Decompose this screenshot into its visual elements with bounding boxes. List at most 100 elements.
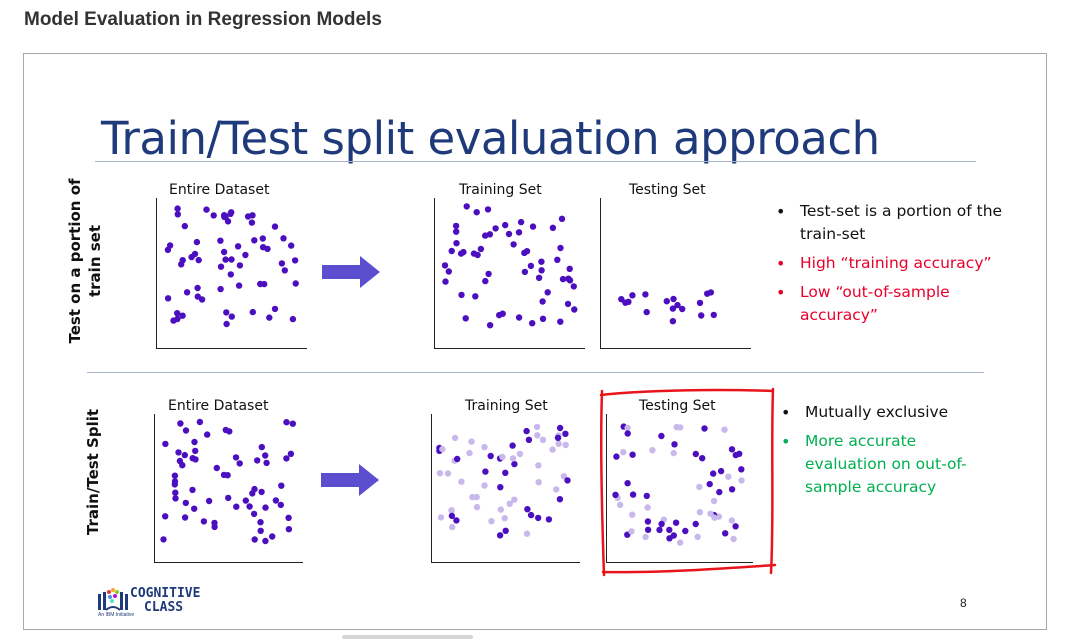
scatter-dot	[571, 306, 578, 313]
scatter-dot	[236, 262, 244, 269]
scatter-dot	[629, 491, 637, 498]
scatter-dot	[497, 484, 504, 491]
scatter-dot	[679, 305, 686, 313]
scatter-dot	[559, 275, 567, 283]
scatter-dot	[291, 257, 299, 264]
scatter-dot	[738, 466, 745, 473]
scatter-dot	[195, 256, 202, 264]
scatter-dot	[222, 426, 229, 434]
scatter-dot	[515, 314, 523, 321]
scatter-dot	[566, 265, 573, 272]
scatter-dot	[191, 438, 198, 446]
scatter-dot	[628, 528, 635, 535]
axes-entire-dataset	[156, 198, 307, 349]
scatter-dot	[649, 447, 656, 454]
arrow-right-icon	[321, 464, 379, 496]
scatter-dot	[556, 424, 564, 432]
axes-training-set	[434, 198, 585, 349]
scatter-dot	[612, 491, 619, 498]
scatter-dot	[644, 526, 652, 533]
scatter-dot	[732, 451, 739, 459]
scatter-dot	[728, 486, 736, 493]
horizontal-scrollbar-thumb[interactable]	[342, 635, 473, 639]
scatter-dot	[287, 450, 295, 457]
slide: Train/Test split evaluation approach Tes…	[23, 53, 1047, 630]
scatter-dot	[517, 218, 525, 226]
scatter-dot	[710, 470, 717, 477]
scatter-dot	[458, 478, 465, 485]
scatter-dot	[698, 312, 705, 319]
scatter-dot	[564, 300, 572, 308]
scatter-dot	[529, 320, 536, 327]
scatter-dot	[502, 527, 509, 534]
scatter-dot	[217, 237, 224, 244]
scatter-dot	[211, 523, 218, 531]
scatter-dots	[160, 203, 745, 546]
scatter-dot	[554, 256, 561, 263]
scatter-dot	[213, 464, 220, 472]
scatter-dot	[283, 455, 290, 462]
scatter-dot	[570, 283, 577, 290]
scatter-dot	[469, 493, 476, 501]
scatter-dot	[217, 285, 224, 293]
scatter-dot	[484, 206, 492, 213]
scatter-dot	[262, 504, 269, 511]
scatter-dot	[441, 262, 449, 269]
scatter-dot	[549, 224, 557, 231]
scatter-dot	[198, 296, 206, 303]
scatter-dot	[271, 223, 279, 230]
scatter-dot	[496, 532, 504, 539]
scatter-dot	[535, 514, 542, 522]
scatter-dot	[271, 305, 279, 313]
scatter-dot	[545, 516, 553, 523]
scatter-dot	[642, 533, 649, 541]
scatter-dot	[696, 483, 703, 491]
scatter-dot	[658, 432, 665, 440]
bullet-item: • Mutually exclusive	[781, 403, 949, 422]
scatter-dot	[178, 261, 185, 268]
scatter-dot	[468, 438, 475, 445]
scatter-dot	[707, 510, 714, 517]
scatter-dot	[162, 440, 169, 448]
scatter-dot	[644, 518, 652, 525]
scatter-dot	[482, 277, 489, 285]
scatter-dot	[527, 511, 535, 519]
scatter-dot	[624, 424, 631, 432]
scatter-dot	[549, 446, 556, 453]
scatter-dot	[258, 488, 265, 496]
scatter-dot	[160, 536, 167, 543]
scatter-dot	[449, 523, 456, 531]
scatter-dot	[224, 218, 232, 225]
scatter-dot	[554, 434, 562, 441]
scatter-dot	[242, 497, 249, 504]
scatter-dot	[732, 523, 739, 530]
scatter-dot	[436, 470, 444, 477]
scatter-dot	[259, 235, 266, 242]
scatter-dot	[196, 418, 204, 426]
scatter-dot	[228, 256, 235, 263]
scatter-dot	[488, 518, 495, 525]
scatter-dot	[539, 315, 547, 322]
scatter-dot	[538, 267, 545, 274]
scatter-dot	[497, 506, 504, 513]
scatter-dot	[289, 420, 296, 427]
scatter-dot	[482, 468, 489, 475]
scatter-dot	[183, 289, 191, 296]
scatter-dot	[672, 519, 680, 526]
scatter-dot	[179, 462, 186, 469]
scatter-dot	[473, 209, 480, 216]
scatter-dot	[673, 423, 680, 431]
scatter-dot	[556, 496, 564, 503]
scatter-dot	[164, 246, 172, 254]
scatter-dot	[453, 240, 460, 247]
scatter-dot	[613, 453, 620, 460]
scatter-dot	[235, 282, 243, 289]
scatter-dot	[523, 530, 531, 537]
bullets-bottom: • Mutually exclusive • More accurate evalu…	[781, 401, 1001, 505]
scatter-dot	[710, 311, 717, 319]
scatter-dot	[458, 291, 465, 299]
scatter-dot	[692, 450, 699, 458]
logo-books-icon	[98, 588, 128, 611]
scatter-dot	[244, 213, 252, 220]
scatter-dot	[172, 489, 179, 496]
